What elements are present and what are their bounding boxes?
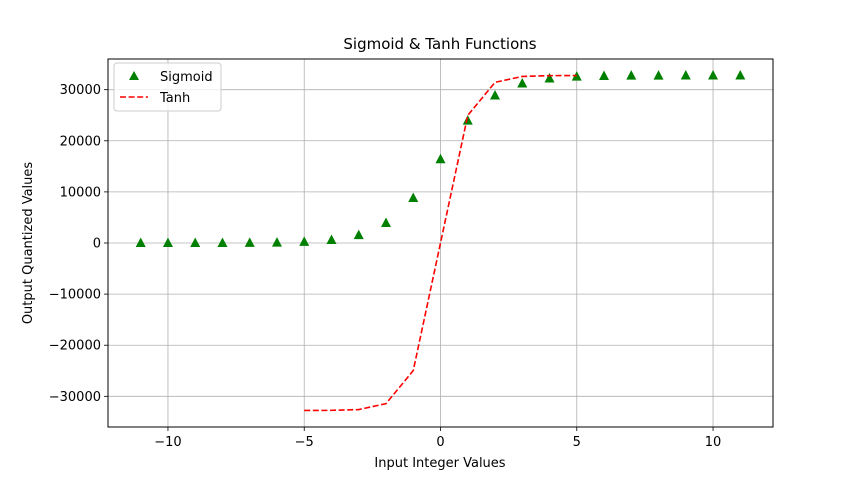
- legend-tanh-label: Tanh: [159, 91, 190, 106]
- sigmoid-point: [517, 77, 528, 88]
- x-axis-label: Input Integer Values: [374, 456, 505, 471]
- sigmoid-point: [380, 217, 391, 228]
- sigmoid-point: [735, 70, 746, 80]
- sigmoid-point: [162, 237, 173, 247]
- legend-sigmoid-label: Sigmoid: [160, 70, 213, 85]
- sigmoid-point: [135, 237, 146, 247]
- y-tick-label: −30000: [49, 390, 101, 405]
- x-tick-label: −10: [154, 435, 181, 450]
- sigmoid-point: [299, 236, 310, 246]
- sigmoid-point: [326, 234, 337, 244]
- legend-sigmoid-marker: [129, 71, 139, 80]
- y-tick-label: 10000: [60, 185, 101, 200]
- sigmoid-point: [353, 229, 364, 240]
- sigmoid-point: [626, 70, 637, 80]
- legend: Sigmoid Tanh: [113, 62, 222, 112]
- x-tick-label: −5: [295, 435, 314, 450]
- grid: [108, 59, 773, 427]
- y-tick-label: −20000: [49, 339, 101, 354]
- tanh-line: [304, 74, 577, 412]
- sigmoid-point: [490, 89, 501, 100]
- sigmoid-point: [708, 70, 719, 80]
- x-tick-label: 10: [705, 435, 722, 450]
- chart-title: Sigmoid & Tanh Functions: [343, 35, 536, 53]
- x-tick-label: 5: [573, 435, 581, 450]
- y-tick-label: 30000: [60, 83, 101, 98]
- sigmoid-point: [544, 73, 555, 83]
- y-axis-label: Output Quantized Values: [21, 162, 36, 325]
- sigmoid-point: [271, 237, 282, 247]
- sigmoid-point: [653, 70, 664, 80]
- x-axis: −10 −5 0 5 10: [154, 427, 721, 450]
- y-tick-label: 0: [93, 237, 101, 252]
- y-axis: −30000 −20000 −10000 0 10000 20000 30000: [49, 83, 108, 405]
- sigmoid-point: [680, 70, 691, 80]
- plot-area: [135, 70, 746, 412]
- sigmoid-point: [435, 153, 446, 164]
- y-tick-label: −10000: [49, 288, 101, 303]
- sigmoid-point: [244, 237, 255, 247]
- sigmoid-point: [408, 192, 419, 202]
- sigmoid-point: [462, 115, 473, 125]
- sigmoid-point: [217, 237, 228, 247]
- sigmoid-point: [190, 237, 201, 247]
- legend-box: [113, 62, 222, 112]
- y-tick-label: 20000: [60, 134, 101, 149]
- x-tick-label: 0: [436, 435, 444, 450]
- sigmoid-point: [599, 70, 610, 80]
